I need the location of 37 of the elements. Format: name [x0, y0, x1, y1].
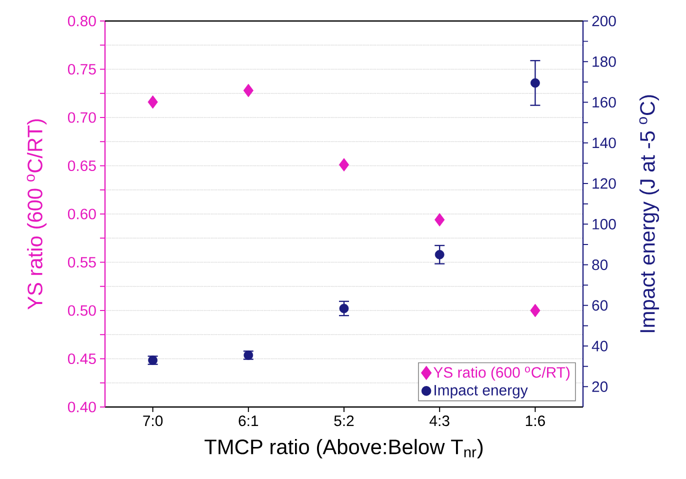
y-tick-label: 0.65	[68, 160, 96, 172]
y2-tick-label: 120	[592, 178, 616, 189]
x-tick-label: 4:3	[430, 416, 450, 426]
point	[434, 250, 444, 260]
y2-tick-label: 60	[592, 300, 608, 311]
x-tick-label: 7:0	[143, 416, 163, 426]
y-tick-label: 0.55	[68, 256, 96, 268]
y-tick-label: 0.80	[68, 16, 96, 26]
y-tick-label: 0.60	[68, 208, 96, 220]
y2-tick-label: 200	[592, 16, 616, 26]
point	[434, 213, 445, 226]
x-tick-label: 6:1	[238, 416, 258, 426]
point	[243, 84, 254, 98]
point	[148, 95, 158, 109]
point	[339, 304, 349, 314]
y2-tick-label: 180	[592, 56, 616, 67]
y2-tick-label: 140	[592, 138, 616, 148]
x-tick-label: 5:2	[334, 416, 354, 426]
x-axis-title: TMCP ratio (Above:Below T$_{nr}$)	[204, 438, 483, 458]
y2-tick-label: 160	[592, 96, 616, 108]
y2-tick-label: 100	[592, 218, 616, 230]
legend-label: YS ratio (600 $^{o}$C/RT)	[434, 366, 570, 381]
y-tick-label: 0.50	[68, 305, 96, 316]
y2-tick-label: 40	[592, 340, 608, 352]
y-tick-label: 0.70	[68, 112, 96, 123]
y-tick-label: 0.75	[68, 64, 96, 75]
point	[530, 78, 540, 88]
y-tick-label: 0.45	[68, 353, 96, 364]
y2-axis-title: Impact energy (J at -5 $^{o}$C)	[639, 95, 660, 332]
y2-tick-label: 80	[592, 259, 608, 270]
y-tick-label: 0.40	[68, 402, 96, 412]
y2-tick-label: 20	[592, 381, 608, 392]
x-tick-label: 1:6	[526, 416, 545, 426]
point	[530, 304, 540, 318]
legend-label: Impact energy	[434, 385, 528, 398]
point	[338, 158, 350, 172]
y-axis-title: YS ratio (600 $^{o}$C/RT)	[26, 119, 47, 310]
